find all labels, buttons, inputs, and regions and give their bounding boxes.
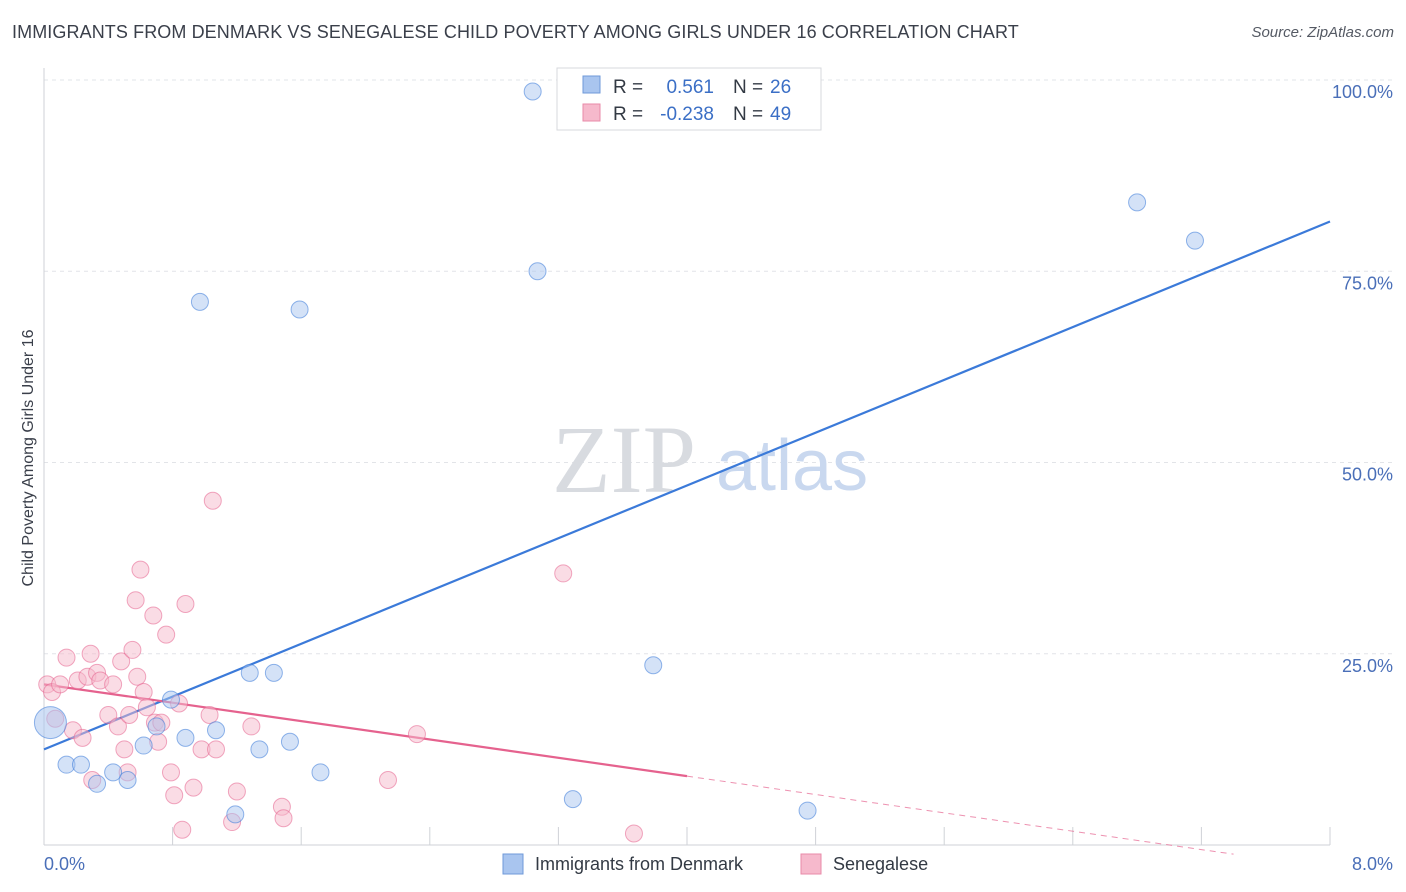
x-tick-label-max: 8.0%	[1352, 854, 1393, 874]
data-point-senegalese	[161, 763, 180, 782]
data-point-denmark	[280, 732, 299, 751]
data-point-senegalese	[274, 809, 293, 828]
data-point-senegalese	[227, 782, 246, 801]
data-point-senegalese	[115, 740, 134, 759]
data-point-senegalese	[99, 705, 118, 724]
data-point-denmark	[118, 770, 137, 789]
data-point-denmark	[226, 805, 245, 824]
data-point-denmark	[528, 262, 547, 281]
y-tick-label: 50.0%	[1342, 465, 1393, 485]
data-point-denmark	[311, 763, 330, 782]
legend-r-label-senegalese: R =	[613, 104, 643, 125]
data-point-senegalese	[144, 606, 163, 625]
data-point-senegalese	[176, 595, 195, 614]
data-point-denmark	[134, 736, 153, 755]
data-point-denmark	[290, 300, 309, 319]
data-point-senegalese	[203, 491, 222, 510]
data-point-senegalese	[104, 675, 123, 694]
y-axis-title: Child Poverty Among Girls Under 16	[20, 329, 37, 586]
data-point-senegalese	[137, 698, 156, 717]
legend-n-value-denmark: 26	[770, 77, 791, 98]
data-point-denmark	[147, 717, 166, 736]
data-point-denmark	[240, 663, 259, 682]
series-legend-swatch-senegalese	[800, 853, 822, 875]
data-point-senegalese	[112, 652, 131, 671]
legend-r-label-denmark: R =	[613, 77, 643, 98]
legend-r-value-senegalese: -0.238	[660, 104, 714, 125]
data-point-denmark	[1128, 193, 1147, 212]
data-point-denmark	[644, 656, 663, 675]
data-point-senegalese	[126, 591, 145, 610]
y-tick-label: 25.0%	[1342, 656, 1393, 676]
data-point-senegalese	[123, 640, 142, 659]
data-point-denmark	[523, 82, 542, 101]
data-point-senegalese	[157, 625, 176, 644]
legend-n-label-senegalese: N =	[733, 104, 763, 125]
stats-legend: R = 0.561 N = 26 R = -0.238 N = 49	[556, 67, 822, 131]
data-point-senegalese	[108, 717, 127, 736]
data-point-denmark	[33, 706, 67, 740]
data-point-senegalese	[57, 648, 76, 667]
legend-n-value-senegalese: 49	[770, 104, 791, 125]
data-point-denmark	[250, 740, 269, 759]
series-legend: Immigrants from Denmark Senegalese	[502, 853, 928, 875]
data-point-senegalese	[379, 770, 398, 789]
watermark: ZIP atlas	[552, 406, 868, 513]
points-layer	[33, 82, 1204, 843]
trend-extension-senegalese	[686, 775, 1234, 855]
data-point-senegalese	[81, 644, 100, 663]
trend-lines	[43, 220, 1331, 855]
data-point-denmark	[190, 292, 209, 311]
y-tick-labels: 100.0% 75.0% 50.0% 25.0%	[1332, 82, 1393, 676]
stats-legend-box	[556, 67, 822, 131]
x-tick-labels: 0.0% 8.0%	[44, 854, 1393, 874]
data-point-senegalese	[131, 560, 150, 579]
data-point-senegalese	[134, 683, 153, 701]
watermark-atlas: atlas	[716, 426, 868, 506]
series-legend-label-denmark: Immigrants from Denmark	[535, 854, 744, 874]
data-point-denmark	[104, 763, 123, 782]
legend-r-value-denmark: 0.561	[666, 77, 714, 98]
data-point-senegalese	[242, 717, 261, 736]
data-point-denmark	[1185, 231, 1204, 250]
data-point-denmark	[563, 790, 582, 809]
legend-n-label-denmark: N =	[733, 77, 763, 98]
data-point-senegalese	[200, 705, 219, 724]
data-point-senegalese	[173, 820, 192, 839]
data-point-senegalese	[407, 725, 426, 744]
data-point-denmark	[798, 801, 817, 820]
data-point-senegalese	[120, 705, 139, 724]
data-point-denmark	[161, 690, 180, 709]
watermark-zip: ZIP	[552, 406, 696, 513]
y-tick-label: 75.0%	[1342, 273, 1393, 293]
gridlines	[44, 79, 1393, 655]
data-point-senegalese	[554, 564, 573, 583]
data-point-denmark	[176, 728, 195, 747]
trend-line-denmark	[43, 220, 1331, 751]
data-point-senegalese	[184, 778, 203, 797]
x-tick-label-min: 0.0%	[44, 854, 85, 874]
data-point-senegalese	[165, 786, 184, 805]
source-credit: Source: ZipAtlas.com	[1251, 24, 1394, 41]
series-legend-label-senegalese: Senegalese	[833, 854, 928, 874]
chart-title: IMMIGRANTS FROM DENMARK VS SENEGALESE CH…	[12, 22, 1019, 42]
data-point-senegalese	[51, 675, 70, 694]
legend-swatch-senegalese	[582, 103, 601, 122]
data-point-denmark	[207, 721, 226, 740]
data-point-denmark	[88, 774, 107, 793]
data-point-denmark	[264, 663, 283, 682]
data-point-senegalese	[624, 824, 643, 843]
series-legend-swatch-denmark	[502, 853, 524, 875]
data-point-denmark	[71, 755, 90, 774]
y-tick-label: 100.0%	[1332, 82, 1393, 102]
legend-swatch-denmark	[582, 75, 601, 94]
data-point-senegalese	[73, 728, 92, 747]
data-point-senegalese	[128, 667, 147, 686]
data-point-senegalese	[207, 740, 226, 759]
